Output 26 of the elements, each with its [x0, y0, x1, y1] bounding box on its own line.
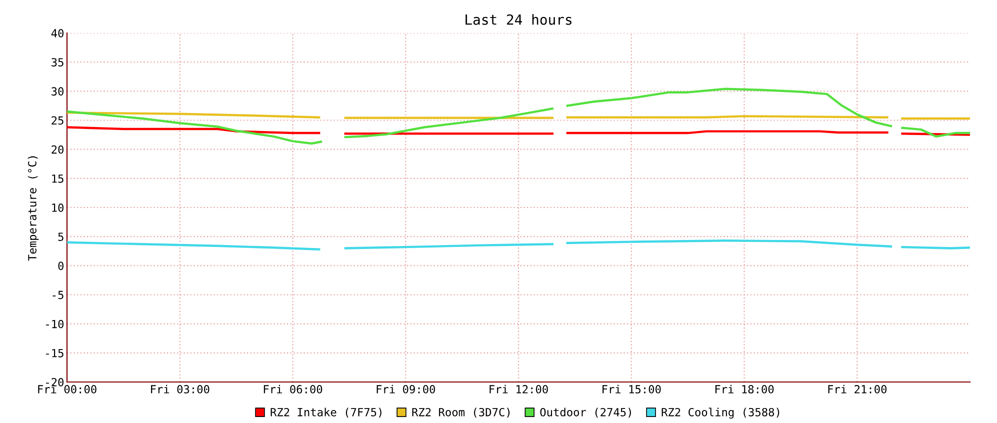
legend-label: RZ2 Intake (7F75) [270, 408, 382, 418]
y-tick-label: 30 [52, 87, 64, 96]
chart-title: Last 24 hours [466, 14, 572, 25]
y-tick-label: 15 [52, 174, 64, 183]
x-tick-label: Fri 03:00 [151, 384, 210, 394]
x-tick-label: Fri 12:00 [490, 384, 548, 394]
x-tick-label: Fri 18:00 [715, 384, 774, 394]
y-tick-label: -20 [46, 378, 64, 386]
y-tick-label: 35 [52, 58, 64, 66]
x-tick-label: Fri 09:00 [376, 384, 436, 394]
legend-label: Outdoor (2745) [540, 408, 631, 418]
y-tick-label: 40 [51, 29, 64, 38]
y-tick-label: 20 [52, 145, 64, 154]
y-tick-label: 25 [52, 116, 64, 125]
y-tick-label: 5 [58, 232, 64, 241]
x-tick-label: Fri 06:00 [264, 384, 322, 394]
x-tick-label: Fri 21:00 [828, 384, 887, 394]
y-tick-label: 0 [58, 262, 64, 270]
y-axis-title: Temperature (°C) [28, 156, 39, 261]
y-tick-label: 10 [52, 204, 64, 212]
legend-label: RZ2 Room (3D7C) [412, 408, 510, 418]
y-tick-label: -10 [46, 320, 64, 328]
y-tick-label: -15 [46, 349, 64, 358]
x-tick-label: Fri 15:00 [602, 384, 661, 394]
legend-label: RZ2 Cooling (3588) [662, 408, 780, 419]
y-tick-label: -5 [52, 290, 64, 300]
